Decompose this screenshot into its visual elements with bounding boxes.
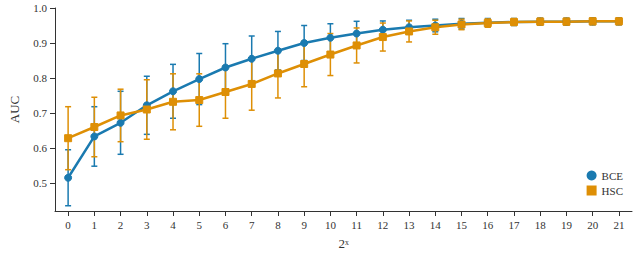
svg-text:19: 19: [561, 219, 573, 231]
svg-text:14: 14: [430, 219, 442, 231]
svg-text:0: 0: [65, 219, 71, 231]
svg-text:AUC: AUC: [7, 96, 22, 123]
svg-text:18: 18: [535, 219, 547, 231]
svg-text:12: 12: [377, 219, 388, 231]
svg-text:9: 9: [301, 219, 307, 231]
svg-text:0.5: 0.5: [33, 177, 47, 189]
svg-text:0.7: 0.7: [33, 107, 47, 119]
svg-text:5: 5: [197, 219, 203, 231]
svg-text:0.6: 0.6: [33, 142, 47, 154]
svg-text:13: 13: [404, 219, 416, 231]
svg-text:10: 10: [325, 219, 337, 231]
svg-text:2ˣ: 2ˣ: [338, 236, 349, 251]
svg-text:3: 3: [144, 219, 150, 231]
svg-text:BCE: BCE: [602, 170, 624, 182]
svg-text:0.9: 0.9: [33, 37, 47, 49]
svg-text:HSC: HSC: [602, 185, 623, 197]
svg-text:1.0: 1.0: [33, 2, 47, 14]
svg-text:0.8: 0.8: [33, 72, 47, 84]
svg-text:6: 6: [223, 219, 229, 231]
svg-text:2: 2: [118, 219, 124, 231]
svg-text:1: 1: [92, 219, 98, 231]
svg-text:7: 7: [249, 219, 255, 231]
svg-text:21: 21: [613, 219, 624, 231]
svg-text:11: 11: [351, 219, 362, 231]
svg-text:16: 16: [482, 219, 494, 231]
svg-text:20: 20: [587, 219, 599, 231]
svg-text:17: 17: [508, 219, 520, 231]
svg-text:8: 8: [275, 219, 281, 231]
svg-text:15: 15: [456, 219, 468, 231]
svg-text:4: 4: [170, 219, 176, 231]
